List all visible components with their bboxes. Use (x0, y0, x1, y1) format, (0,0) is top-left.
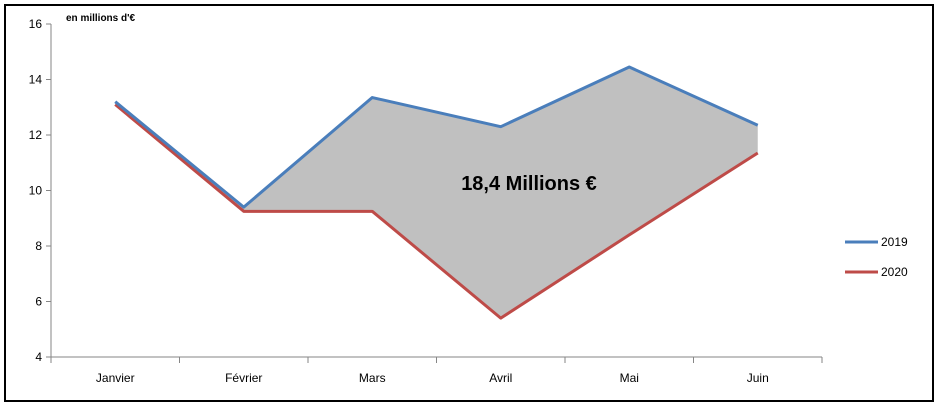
unit-label: en millions d'€ (66, 13, 135, 24)
gap-area-layer (115, 67, 758, 319)
x-tick-label: Mai (620, 371, 639, 385)
x-tick-label: Juin (747, 371, 769, 385)
x-tick-label: Avril (489, 371, 512, 385)
series-line-2020 (114, 103, 759, 320)
legend-label-2020: 2020 (881, 265, 908, 279)
y-tick-label: 8 (35, 239, 42, 253)
legend: 2019 2020 (845, 235, 908, 279)
y-tick-label: 14 (29, 73, 43, 87)
x-tick-label: Janvier (96, 371, 135, 385)
y-tick-label: 6 (35, 295, 42, 309)
y-tick-label: 10 (29, 184, 43, 198)
y-tick-label: 4 (35, 350, 42, 364)
gap-annotation: 18,4 Millions € (461, 173, 597, 195)
axes: 4 6 8 10 12 14 16 Janvier Février Mars Avril Mai Jui… (29, 17, 823, 385)
series-line-2019 (114, 65, 759, 209)
series-lines (114, 65, 759, 320)
y-tick-label: 12 (29, 128, 43, 142)
y-tick-label: 16 (29, 17, 43, 31)
gap-area (115, 67, 758, 319)
x-tick-label: Février (225, 371, 262, 385)
x-tick-label: Mars (359, 371, 386, 385)
legend-label-2019: 2019 (881, 235, 908, 249)
